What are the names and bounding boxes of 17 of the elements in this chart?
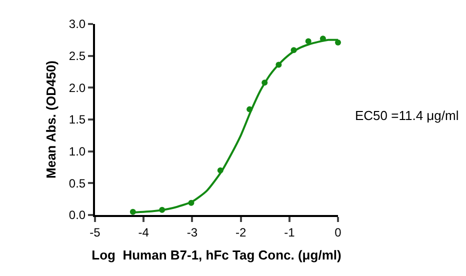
x-tick-label: 0 bbox=[334, 225, 342, 240]
y-tick-label: 0.0 bbox=[68, 208, 86, 222]
y-tick-label: 3.0 bbox=[68, 17, 86, 32]
y-axis-title: Mean Abs. (OD450) bbox=[43, 60, 58, 178]
text: EC50 =11.4 μg/ml bbox=[355, 108, 459, 123]
x-tick-label: -4 bbox=[138, 225, 150, 240]
y-tick-label: 2.0 bbox=[68, 80, 86, 95]
point bbox=[335, 39, 341, 46]
y-tick-label: 1.5 bbox=[68, 112, 86, 127]
y-tick-label: 2.5 bbox=[68, 49, 86, 64]
x-tick-label: -2 bbox=[235, 225, 246, 240]
x-tick-label: -3 bbox=[186, 225, 198, 240]
y-tick-label: 0.5 bbox=[68, 176, 86, 190]
y-tick-label: 1.0 bbox=[68, 144, 86, 159]
x-tick-label: -1 bbox=[284, 225, 296, 240]
x-axis-title: Log Human B7-1, hFc Tag Conc. (μg/ml) bbox=[92, 248, 342, 262]
x-tick-label: -5 bbox=[90, 225, 101, 240]
